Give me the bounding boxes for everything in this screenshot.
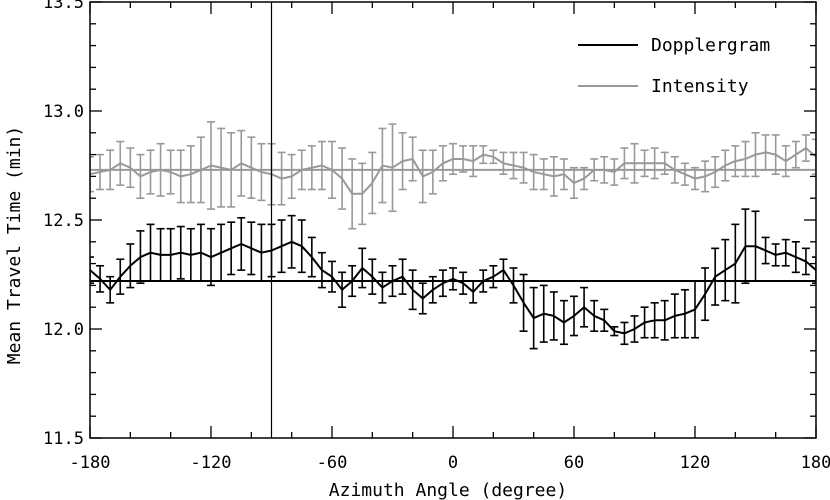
- y-tick-label: 11.5: [43, 429, 84, 449]
- y-axis-label: Mean Travel Time (min): [4, 126, 25, 364]
- axes: -180 -120 -60 0 60 120 180 11.5 12.0 12.5 13.0 13.5: [43, 0, 830, 473]
- x-tick-label: 180: [801, 453, 830, 473]
- legend-label-dopplergram: Dopplergram: [651, 35, 770, 56]
- legend-label-intensity: Intensity: [651, 76, 749, 97]
- x-tick-label: 60: [564, 453, 584, 473]
- legend: Dopplergram Intensity: [578, 35, 770, 97]
- x-tick-label: 120: [680, 453, 711, 473]
- x-tick-label: 0: [448, 453, 458, 473]
- x-tick-label: -60: [317, 453, 348, 473]
- x-tick-label: -120: [191, 453, 232, 473]
- y-tick-label: 12.0: [43, 320, 84, 340]
- y-tick-label: 12.5: [43, 211, 84, 231]
- series-line-dopplergram: [90, 240, 816, 335]
- y-tick-label: 13.5: [43, 0, 84, 13]
- x-axis-label: Azimuth Angle (degree): [329, 480, 567, 500]
- plot-frame: [89, 1, 817, 439]
- x-tick-label: -180: [70, 453, 111, 473]
- plot-area: [90, 2, 816, 438]
- series-line-intensity: [90, 147, 816, 195]
- y-tick-label: 13.0: [43, 102, 84, 122]
